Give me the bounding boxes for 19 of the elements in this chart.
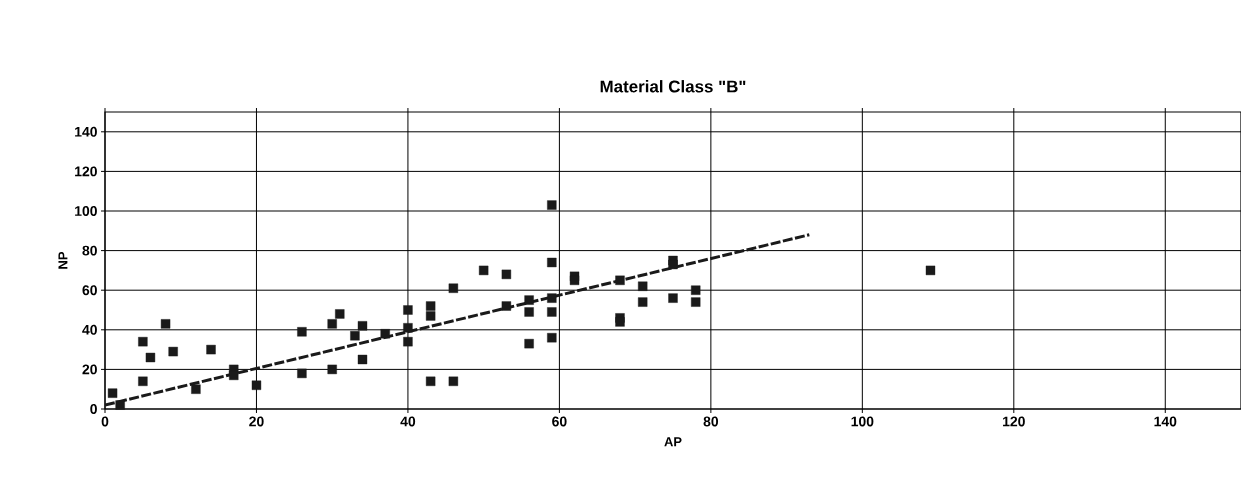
- chart-title: Material Class "B": [600, 80, 746, 93]
- y-tick-label: 0: [90, 404, 97, 414]
- y-tick-label: 120: [75, 166, 97, 177]
- x-tick-label: 20: [249, 416, 264, 427]
- x-tick-label: 0: [101, 416, 109, 427]
- y-tick-label: 60: [82, 285, 97, 296]
- x-axis-title: AP: [664, 437, 682, 447]
- x-tick-label: 100: [851, 416, 874, 427]
- y-axis-title: NP: [58, 251, 68, 269]
- y-tick-label: 40: [82, 324, 97, 335]
- x-tick-label: 140: [1154, 416, 1177, 427]
- x-tick-label: 40: [400, 416, 416, 427]
- x-tick-label: 60: [552, 416, 567, 427]
- y-tick-label: 140: [75, 126, 97, 137]
- y-tick-label: 100: [75, 206, 97, 216]
- y-tick-label: 20: [82, 364, 97, 375]
- x-tick-label: 80: [703, 416, 719, 427]
- y-tick-label: 80: [82, 245, 97, 256]
- x-tick-label: 120: [1003, 416, 1025, 427]
